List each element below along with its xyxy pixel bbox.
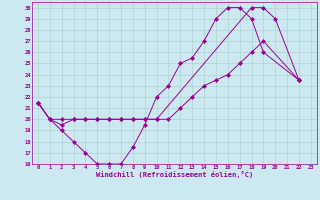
X-axis label: Windchill (Refroidissement éolien,°C): Windchill (Refroidissement éolien,°C) (96, 171, 253, 178)
